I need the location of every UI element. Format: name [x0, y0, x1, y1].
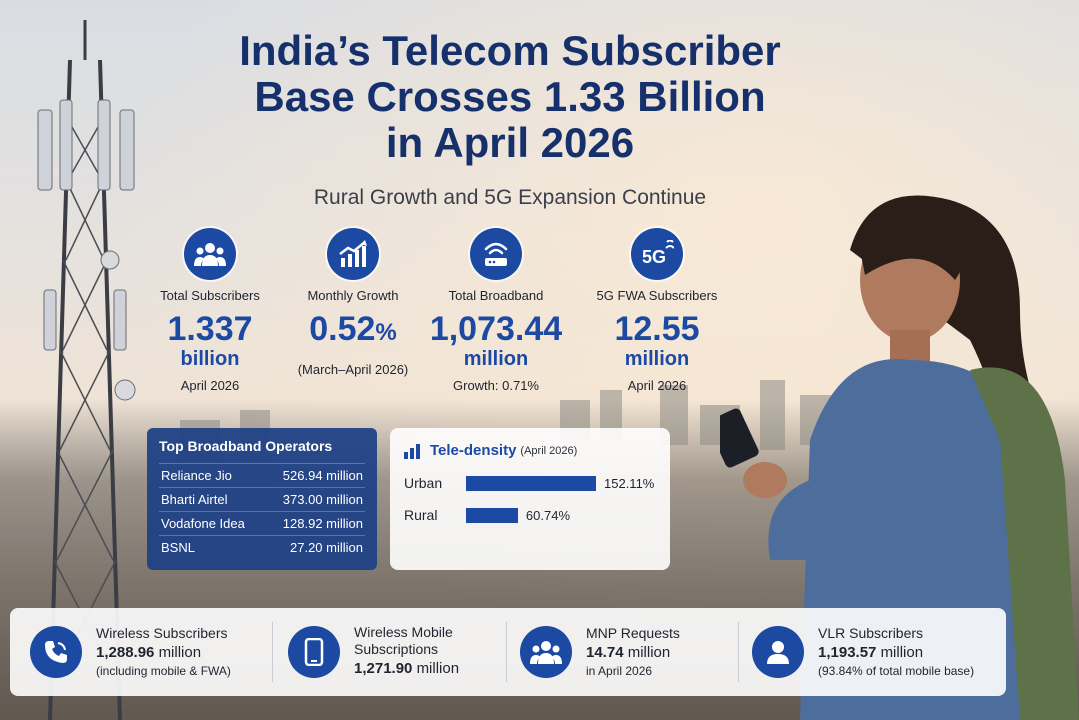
- stat-total-broadband: Total Broadband 1,073.44 million Growth:…: [421, 228, 571, 393]
- phone-icon: [30, 626, 82, 678]
- stat-unit: billion: [180, 348, 240, 370]
- teledensity-label: Urban: [404, 475, 443, 491]
- bottom-item-text: VLR Subscribers 1,193.57 million (93.84%…: [818, 625, 974, 679]
- stat-value: 0.52%: [278, 310, 428, 352]
- stat-value-number: 0.52: [309, 310, 376, 348]
- bottom-item-vlr-subscribers: VLR Subscribers 1,193.57 million (93.84%…: [752, 608, 974, 696]
- operator-value: 128.92 million: [282, 516, 363, 531]
- teledensity-title: Tele-density (April 2026): [404, 442, 656, 459]
- svg-text:5G: 5G: [642, 247, 666, 267]
- bottom-item-mnp-requests: MNP Requests 14.74 million in April 2026: [520, 608, 680, 696]
- stat-note: April 2026: [180, 378, 240, 393]
- stat-note: April 2026: [627, 378, 687, 393]
- teledensity-panel: Tele-density (April 2026) Urban 152.11% …: [390, 428, 670, 570]
- headline-line-2: Base Crosses 1.33 Billion: [254, 73, 766, 120]
- 5g-icon: 5G: [631, 228, 683, 280]
- bottom-item-wireless-mobile: Wireless Mobile Subscriptions 1,271.90 m…: [288, 608, 484, 696]
- divider: [272, 622, 273, 682]
- bottom-item-title: Wireless Mobile Subscriptions: [354, 624, 453, 657]
- bottom-item-number: 1,288.96: [96, 644, 155, 661]
- stat-value: 12.55: [614, 310, 700, 348]
- headline-line-3: in April 2026: [385, 119, 635, 166]
- stat-5g-fwa: 5G 5G FWA Subscribers 12.55 million Apri…: [582, 228, 732, 393]
- bottom-item-unit: million: [880, 644, 924, 661]
- user-icon: [752, 626, 804, 678]
- bottom-item-note: in April 2026: [586, 664, 653, 678]
- stat-note: Growth: 0.71%: [453, 378, 539, 393]
- bottom-item-title: VLR Subscribers: [818, 625, 924, 641]
- bottom-item-unit: million: [627, 644, 671, 661]
- bottom-item-number: 1,271.90: [354, 660, 413, 677]
- stat-label: 5G FWA Subscribers: [596, 288, 718, 303]
- operators-title: Top Broadband Operators: [159, 438, 333, 454]
- operator-value: 526.94 million: [282, 468, 363, 483]
- bottom-item-text: Wireless Mobile Subscriptions 1,271.90 m…: [354, 624, 484, 680]
- operator-row: Vodafone Idea 128.92 million: [159, 511, 365, 535]
- stat-label: Total Subscribers: [160, 288, 260, 303]
- divider: [738, 622, 739, 682]
- bottom-item-number: 1,193.57: [818, 644, 877, 661]
- teledensity-label: Rural: [404, 507, 438, 523]
- teledensity-bar: [466, 475, 596, 491]
- bottom-item-value: 1,193.57 million: [818, 642, 974, 664]
- smartphone-icon: [288, 626, 340, 678]
- operator-row: Reliance Jio 526.94 million: [159, 463, 365, 487]
- subtitle: Rural Growth and 5G Expansion Continue: [313, 186, 707, 209]
- stat-label: Total Broadband: [448, 288, 544, 303]
- stat-value-unit: %: [375, 319, 397, 346]
- teledensity-title-text: Tele-density: [430, 442, 517, 459]
- stat-unit: million: [463, 348, 529, 370]
- stat-note: (March–April 2026): [297, 362, 409, 377]
- bottom-item-value: 14.74 million: [586, 642, 680, 664]
- bottom-item-number: 14.74: [586, 644, 624, 661]
- bottom-item-wireless-subscribers: Wireless Subscribers 1,288.96 million (i…: [30, 608, 231, 696]
- teledensity-value: 60.74%: [525, 507, 570, 523]
- stat-monthly-growth: Monthly Growth 0.52% (March–April 2026): [278, 228, 428, 377]
- bottom-item-unit: million: [158, 644, 202, 661]
- teledensity-period: (April 2026): [520, 444, 578, 457]
- bottom-item-note: (including mobile & FWA): [96, 664, 231, 678]
- operator-name: Bharti Airtel: [161, 492, 228, 507]
- stat-label: Monthly Growth: [307, 288, 399, 303]
- stat-total-subscribers: Total Subscribers 1.337 billion April 20…: [135, 228, 285, 393]
- operator-name: Reliance Jio: [161, 468, 232, 483]
- teledensity-bar: [466, 507, 518, 523]
- growth-chart-icon: [327, 228, 379, 280]
- divider: [506, 622, 507, 682]
- top-broadband-operators-panel: Top Broadband Operators Reliance Jio 526…: [147, 428, 377, 570]
- bottom-item-title: Wireless Subscribers: [96, 625, 228, 641]
- bottom-item-title: MNP Requests: [586, 625, 680, 641]
- bottom-item-text: MNP Requests 14.74 million in April 2026: [586, 625, 680, 679]
- stat-unit: million: [624, 348, 690, 370]
- operator-row: Bharti Airtel 373.00 million: [159, 487, 365, 511]
- stat-value: 1.337: [167, 310, 253, 348]
- bottom-item-unit: million: [416, 660, 460, 677]
- bottom-item-value: 1,288.96 million: [96, 642, 231, 664]
- operator-name: BSNL: [161, 540, 195, 555]
- operator-value: 373.00 million: [282, 492, 363, 507]
- teledensity-row-urban: Urban 152.11%: [404, 475, 656, 491]
- operator-value: 27.20 million: [290, 540, 363, 555]
- bar-chart-icon: [404, 443, 420, 459]
- bottom-item-value: 1,271.90 million: [354, 658, 484, 680]
- bottom-stats-bar: Wireless Subscribers 1,288.96 million (i…: [10, 608, 1006, 696]
- operator-name: Vodafone Idea: [161, 516, 245, 531]
- headline: India’s Telecom Subscriber Base Crosses …: [160, 28, 860, 166]
- headline-line-1: India’s Telecom Subscriber: [239, 27, 781, 74]
- teledensity-value: 152.11%: [604, 475, 655, 491]
- operator-row: BSNL 27.20 million: [159, 535, 365, 559]
- group-icon: [520, 626, 572, 678]
- teledensity-row-rural: Rural 60.74%: [404, 507, 656, 523]
- bottom-item-text: Wireless Subscribers 1,288.96 million (i…: [96, 625, 231, 679]
- stat-value: 1,073.44: [429, 310, 563, 348]
- router-icon: [470, 228, 522, 280]
- users-icon: [184, 228, 236, 280]
- bottom-item-note: (93.84% of total mobile base): [818, 664, 975, 678]
